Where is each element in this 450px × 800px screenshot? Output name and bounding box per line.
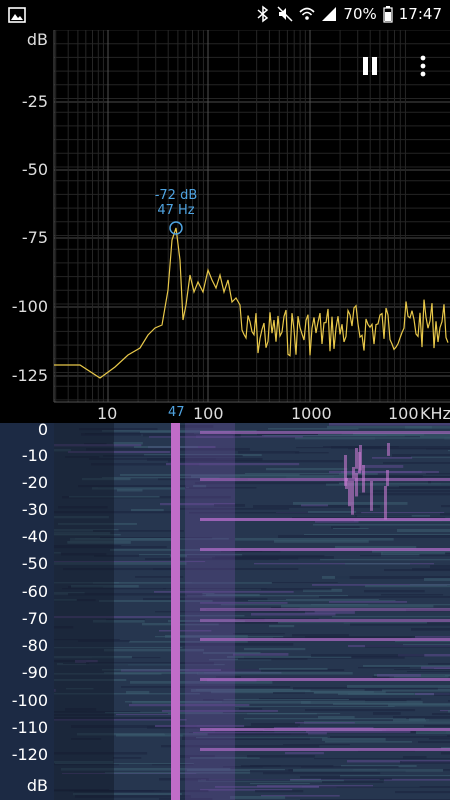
peak-freq: 47 Hz xyxy=(157,203,195,218)
x-tick-label: 100 xyxy=(388,404,419,423)
wifi-icon xyxy=(299,7,315,20)
peak-db: -72 dB xyxy=(154,188,198,203)
spectrogram-image xyxy=(0,423,450,800)
y-tick-label: -25 xyxy=(21,92,48,111)
peak-x-marker: 47 xyxy=(168,405,185,420)
scale-tick: 0 xyxy=(37,423,48,439)
x-unit-label: KHz xyxy=(420,404,450,423)
battery-percent: 70% xyxy=(343,5,377,23)
peak-marker xyxy=(169,221,183,235)
y-tick-label: -125 xyxy=(11,366,48,385)
more-vert-icon[interactable] xyxy=(416,54,430,78)
x-tick-label: 1000 xyxy=(291,404,332,423)
spectrum-trace xyxy=(54,227,449,379)
scale-tick: -10 xyxy=(21,446,48,465)
scale-tick: -110 xyxy=(11,718,48,737)
y-tick-label: -75 xyxy=(21,228,48,247)
clock: 17:47 xyxy=(398,5,442,23)
x-tick-label: 10 xyxy=(97,404,118,423)
scale-tick: -50 xyxy=(21,554,48,573)
status-bar: 70% 17:47 xyxy=(0,0,450,30)
scale-tick: -20 xyxy=(21,473,48,492)
x-tick-label: 100 xyxy=(193,404,224,423)
scale-tick: -100 xyxy=(11,691,48,710)
scale-tick: -30 xyxy=(21,500,48,519)
scale-tick: -90 xyxy=(21,663,48,682)
scale-tick: -80 xyxy=(21,636,48,655)
y-tick-label: -50 xyxy=(21,160,48,179)
scale-unit: dB xyxy=(26,776,48,795)
y-tick-label: -100 xyxy=(11,297,48,316)
scale-tick: -70 xyxy=(21,609,48,628)
scale-tick: -40 xyxy=(21,527,48,546)
y-unit-label: dB xyxy=(26,30,48,49)
scale-tick: -120 xyxy=(11,745,48,764)
image-icon xyxy=(8,7,26,23)
battery-icon xyxy=(383,6,393,23)
spectrum-plot[interactable]: dB -25 -50 -75 -100 -125 10 100 1000 100… xyxy=(0,30,450,423)
spectrum-grid xyxy=(53,30,450,403)
mute-icon xyxy=(277,6,293,22)
bluetooth-icon xyxy=(257,5,269,23)
signal-icon xyxy=(322,7,337,21)
peak-readout: -72 dB 47 Hz xyxy=(144,188,208,218)
scale-tick: -60 xyxy=(21,582,48,601)
pause-icon[interactable] xyxy=(360,55,380,77)
spectrogram[interactable]: 0 -10 -20 -30 -40 -50 -60 -70 -80 -90 -1… xyxy=(0,423,450,800)
